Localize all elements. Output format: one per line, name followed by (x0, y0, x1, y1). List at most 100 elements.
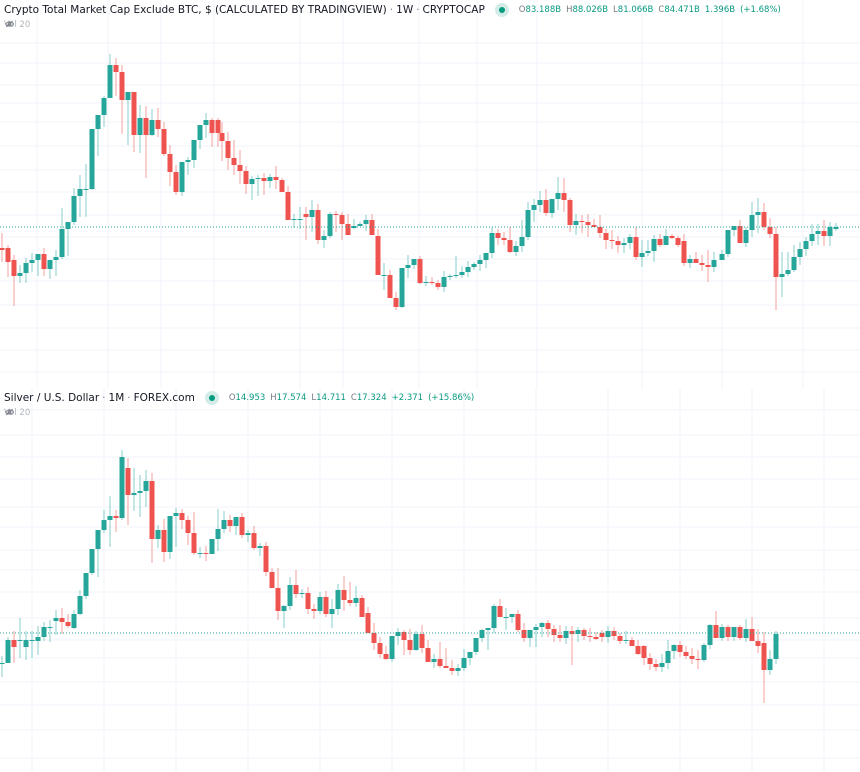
candle (419, 625, 425, 653)
candle (287, 577, 293, 610)
silver-volume-indicator[interactable]: Vol 20 (4, 408, 30, 418)
candle (519, 220, 525, 252)
candle (767, 650, 773, 675)
silver-chart-pane[interactable]: Silver / U.S. Dollar · 1M · FOREX.com O1… (0, 388, 860, 772)
crypto-candlestick-chart[interactable] (0, 0, 860, 388)
crypto-symbol-title[interactable]: Crypto Total Market Cap Exclude BTC, $ (… (4, 4, 387, 16)
low-value: 81.066B (617, 5, 654, 15)
candle (461, 649, 467, 671)
candle (137, 105, 143, 153)
candle (113, 510, 119, 532)
candle (465, 261, 471, 277)
candle (639, 240, 645, 267)
candle (257, 543, 263, 556)
candle (333, 211, 339, 232)
candle (653, 659, 659, 671)
candle (693, 252, 699, 263)
candle (131, 468, 137, 511)
candle (149, 109, 155, 136)
candle (191, 512, 197, 555)
candle (479, 629, 485, 642)
candle (269, 568, 275, 588)
candle (83, 164, 89, 217)
candle (65, 614, 71, 628)
high-value: 17.574 (276, 393, 307, 403)
candle (503, 608, 509, 630)
candle (251, 526, 257, 550)
candle (539, 622, 545, 637)
candle (29, 631, 35, 658)
candle (339, 212, 345, 240)
candle (585, 214, 591, 237)
candle (297, 207, 303, 229)
candle (743, 227, 749, 247)
candle (719, 250, 725, 260)
change-percent: (+1.68%) (740, 5, 781, 15)
change-value: +2.371 (391, 393, 424, 403)
low-label: L (311, 393, 317, 403)
candle (707, 624, 713, 649)
candle (5, 245, 11, 277)
candle (603, 229, 609, 249)
candle (501, 232, 507, 245)
candle (675, 236, 681, 247)
candle (557, 625, 563, 642)
candle (315, 204, 321, 244)
candle (119, 65, 125, 134)
candle (471, 262, 477, 270)
candle (411, 259, 417, 269)
silver-exchange: FOREX.com (133, 392, 195, 404)
close-value: 84.471B (664, 5, 700, 15)
volume-label: Vol 20 (4, 408, 31, 418)
candle (525, 202, 531, 240)
candle (567, 198, 573, 232)
candle (551, 625, 557, 642)
market-open-dot-icon (204, 391, 219, 405)
candle (359, 595, 365, 617)
candle (737, 220, 743, 243)
candle (209, 118, 215, 147)
candle (399, 268, 405, 308)
candle (473, 638, 479, 655)
eye-crossed-icon[interactable] (4, 20, 15, 28)
open-value: 14.953 (235, 393, 266, 403)
candle (809, 224, 815, 246)
candle (437, 642, 443, 668)
candle (609, 230, 615, 249)
silver-candlestick-chart[interactable] (0, 388, 860, 772)
candle (651, 235, 657, 262)
candle (357, 222, 363, 226)
candle (249, 176, 255, 200)
candle (215, 118, 221, 147)
candle (371, 623, 377, 650)
candle (755, 629, 761, 653)
candle (695, 650, 701, 669)
eye-crossed-icon[interactable] (4, 408, 15, 416)
close-label: C (350, 393, 357, 403)
silver-symbol-title[interactable]: Silver / U.S. Dollar (4, 392, 100, 404)
candle (521, 623, 527, 642)
candle (677, 641, 683, 657)
candle (285, 186, 291, 220)
crypto-volume-indicator[interactable]: Vol 20 (4, 20, 30, 30)
candle (459, 266, 465, 278)
candle (327, 212, 333, 238)
candle (329, 599, 335, 628)
candle (35, 254, 41, 276)
candle (441, 271, 447, 292)
candle (405, 255, 411, 278)
candle (443, 648, 449, 668)
candle (233, 517, 239, 535)
candle (803, 237, 809, 256)
candle (731, 627, 737, 641)
candle (321, 230, 327, 248)
candle (191, 140, 197, 168)
close-value: 17.324 (356, 393, 387, 403)
candle (773, 227, 779, 310)
candle (203, 113, 209, 138)
candle (341, 576, 347, 611)
crypto-chart-pane[interactable]: Crypto Total Market Cap Exclude BTC, $ (… (0, 0, 860, 388)
candle (263, 542, 269, 576)
candle (659, 654, 665, 672)
volume-label: Vol 20 (4, 20, 31, 30)
